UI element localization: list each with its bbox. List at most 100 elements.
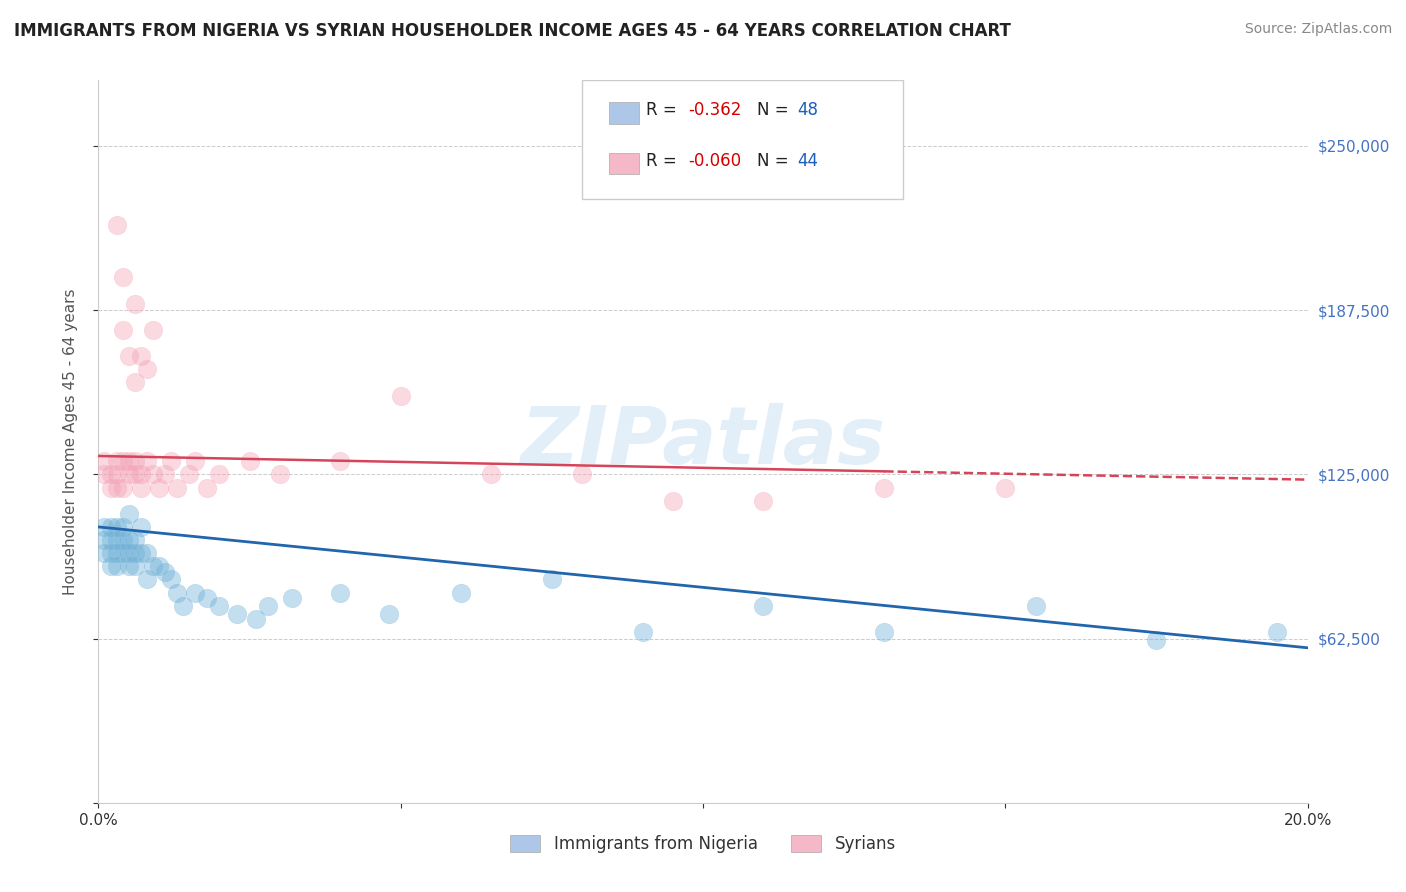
Point [179, 467, 201, 482]
Point [195, 591, 218, 605]
Point [160, 573, 183, 587]
FancyBboxPatch shape [609, 102, 638, 124]
FancyBboxPatch shape [582, 80, 903, 200]
Point [135, 573, 157, 587]
Point [994, 481, 1017, 495]
Point [239, 454, 262, 468]
Point [389, 388, 412, 402]
Point [105, 546, 128, 560]
Point [93, 546, 115, 560]
Point [166, 585, 188, 599]
Point [873, 481, 896, 495]
Point [160, 454, 183, 468]
Point [105, 559, 128, 574]
Point [631, 625, 654, 640]
Text: ZIPatlas: ZIPatlas [520, 402, 886, 481]
Text: N =: N = [758, 101, 794, 119]
Point [142, 559, 165, 574]
Text: R =: R = [647, 153, 682, 170]
Point [124, 454, 146, 468]
Point [195, 481, 218, 495]
Point [329, 454, 352, 468]
Point [124, 296, 146, 310]
Text: IMMIGRANTS FROM NIGERIA VS SYRIAN HOUSEHOLDER INCOME AGES 45 - 64 YEARS CORRELAT: IMMIGRANTS FROM NIGERIA VS SYRIAN HOUSEH… [14, 22, 1011, 40]
Text: -0.060: -0.060 [689, 153, 741, 170]
Point [129, 481, 152, 495]
Point [129, 546, 152, 560]
Point [148, 559, 170, 574]
Point [118, 559, 141, 574]
Point [105, 533, 128, 547]
Point [111, 323, 134, 337]
Point [124, 467, 146, 482]
Point [105, 218, 128, 232]
Point [105, 467, 128, 482]
Point [124, 546, 146, 560]
Point [135, 546, 157, 560]
Text: 48: 48 [797, 101, 818, 119]
Point [124, 533, 146, 547]
Point [269, 467, 291, 482]
Legend: Immigrants from Nigeria, Syrians: Immigrants from Nigeria, Syrians [503, 828, 903, 860]
Point [93, 467, 115, 482]
Point [111, 454, 134, 468]
Point [100, 559, 122, 574]
Point [153, 565, 176, 579]
Point [105, 454, 128, 468]
Point [142, 467, 165, 482]
Point [111, 270, 134, 285]
Point [100, 520, 122, 534]
Point [148, 481, 170, 495]
Point [752, 493, 775, 508]
Point [540, 573, 562, 587]
Point [129, 349, 152, 363]
Text: N =: N = [758, 153, 794, 170]
Point [111, 520, 134, 534]
Point [129, 467, 152, 482]
Text: 44: 44 [797, 153, 818, 170]
Point [118, 349, 141, 363]
Y-axis label: Householder Income Ages 45 - 64 years: Householder Income Ages 45 - 64 years [63, 288, 77, 595]
Point [329, 585, 352, 599]
Point [1024, 599, 1046, 613]
Point [873, 625, 896, 640]
Text: -0.362: -0.362 [689, 101, 742, 119]
Point [752, 599, 775, 613]
Point [450, 585, 472, 599]
Point [184, 585, 207, 599]
Point [93, 533, 115, 547]
Point [153, 467, 176, 482]
Point [105, 520, 128, 534]
Point [118, 533, 141, 547]
Point [100, 546, 122, 560]
Point [245, 612, 267, 626]
Point [100, 533, 122, 547]
Point [93, 520, 115, 534]
Point [93, 454, 115, 468]
Point [377, 607, 399, 621]
Point [135, 362, 157, 376]
FancyBboxPatch shape [609, 153, 638, 174]
Point [172, 599, 194, 613]
Point [166, 481, 188, 495]
Text: Source: ZipAtlas.com: Source: ZipAtlas.com [1244, 22, 1392, 37]
Point [661, 493, 683, 508]
Point [111, 481, 134, 495]
Point [118, 467, 141, 482]
Point [571, 467, 593, 482]
Point [1267, 625, 1289, 640]
Point [129, 520, 152, 534]
Point [118, 507, 141, 521]
Point [111, 546, 134, 560]
Point [118, 546, 141, 560]
Point [281, 591, 304, 605]
Point [256, 599, 278, 613]
Point [118, 454, 141, 468]
Point [111, 533, 134, 547]
Point [1144, 632, 1167, 647]
Point [105, 481, 128, 495]
Point [124, 376, 146, 390]
Point [184, 454, 207, 468]
Point [226, 607, 249, 621]
Point [100, 481, 122, 495]
